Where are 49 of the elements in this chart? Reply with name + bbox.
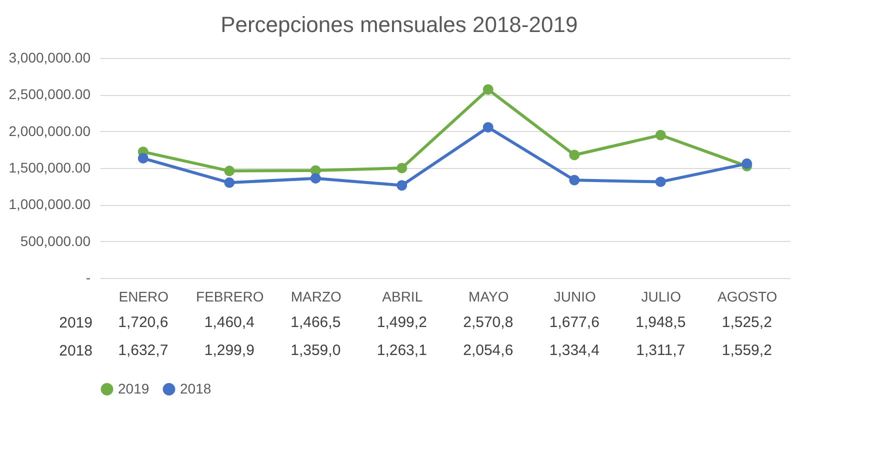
data-label: 1,460,4: [204, 314, 254, 331]
data-label: 1,334,4: [549, 342, 600, 359]
point: [569, 150, 580, 160]
x-tick-label: JUNIO: [554, 288, 596, 304]
x-tick-label: MARZO: [290, 288, 342, 304]
point: [396, 180, 408, 191]
data-label: 1,948,5: [636, 314, 686, 331]
point: [482, 84, 494, 95]
point: [482, 122, 494, 133]
data-label: 1,299,9: [204, 342, 254, 359]
data-label: 1,466,5: [290, 314, 341, 331]
y-tick-label: 2,500,000.00: [8, 86, 91, 102]
point: [655, 130, 666, 140]
data-label: 1,559,2: [722, 342, 772, 359]
point: [310, 173, 321, 184]
y-tick-label: 500,000.00: [20, 232, 91, 249]
data-label: 1,359,0: [290, 342, 341, 359]
x-tick-label: ENERO: [118, 288, 169, 304]
y-tick-label: 3,000,000.00: [8, 50, 91, 66]
chart-title: Percepciones mensuales 2018-2019: [220, 12, 578, 37]
x-tick-label: MAYO: [468, 288, 509, 304]
text: 2018: [59, 342, 92, 360]
point: [569, 174, 580, 186]
legend-label: 2018: [180, 380, 212, 396]
data-label: 1,311,7: [636, 342, 686, 359]
x-tick-label: JULIO: [641, 288, 682, 304]
text: 2019: [59, 314, 92, 332]
data-label: 1,525,2: [722, 314, 772, 331]
x-tick-label: FEBRERO: [196, 288, 264, 304]
data-label: 1,263,1: [376, 342, 427, 359]
x-tick-label: AGOSTO: [718, 288, 778, 304]
y-tick-label: 1,000,000.00: [8, 196, 91, 212]
point: [742, 158, 752, 169]
x-tick-label: ABRIL: [382, 288, 423, 304]
legend-label: 2019: [118, 380, 150, 396]
data-label: 2,054,6: [463, 342, 514, 359]
data-label: 1,499,2: [376, 314, 427, 331]
point: [224, 177, 235, 188]
point: [396, 162, 408, 174]
point: [138, 153, 148, 164]
data-label: 1,632,7: [118, 342, 168, 359]
data-label: 1,720,6: [118, 314, 168, 331]
point: [655, 176, 666, 188]
y-tick-label: 2,000,000.00: [8, 122, 91, 139]
data-label: 2,570,8: [463, 314, 514, 331]
y-tick-label: 1,500,000.00: [8, 160, 91, 176]
point: [224, 166, 235, 176]
y-tick-label: -: [86, 270, 91, 286]
data-label: 1,677,6: [549, 314, 600, 331]
